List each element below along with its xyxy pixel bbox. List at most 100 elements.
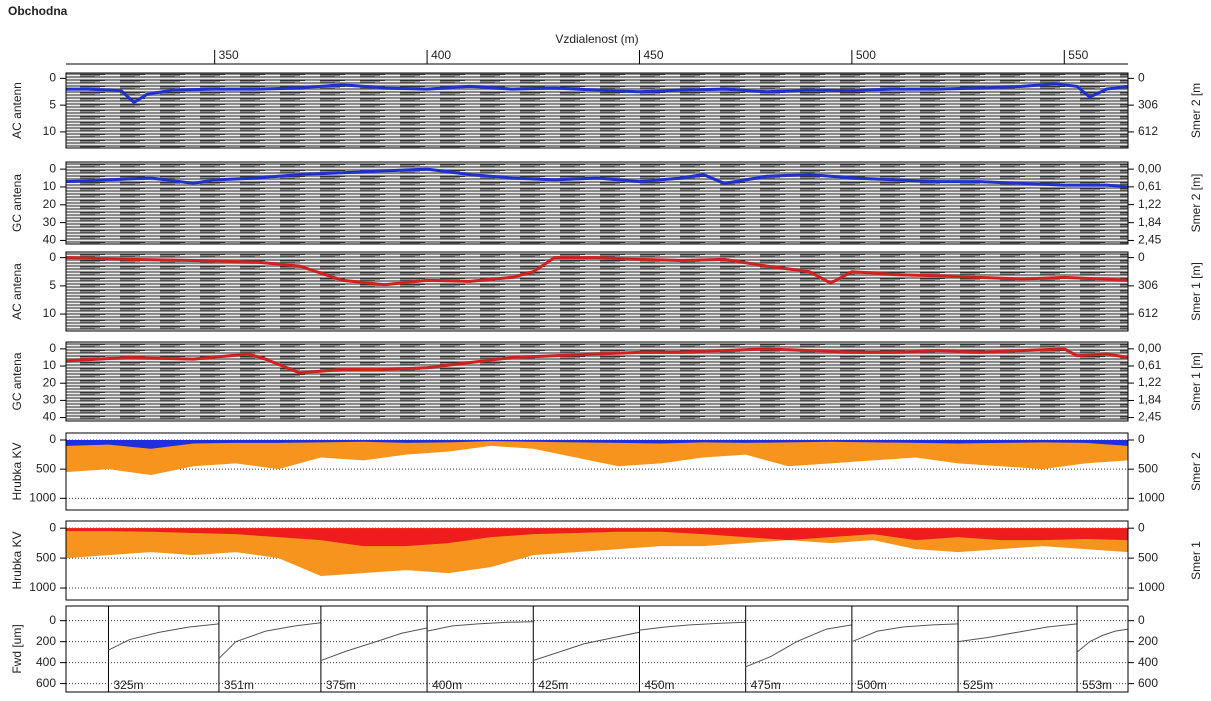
panel-frame xyxy=(65,72,1129,149)
segment-label: 525m xyxy=(963,678,993,692)
segment-label: 325m xyxy=(113,678,143,692)
y-tick-label: 40 xyxy=(43,410,57,424)
y-tick-label: 500 xyxy=(36,550,56,564)
y2-axis-label: Smer 2 xyxy=(1189,452,1203,491)
deflection-curve xyxy=(108,623,219,651)
y2-tick-label: 0 xyxy=(1138,250,1145,264)
y2-axis-label: Smer 2 [m] xyxy=(1189,174,1203,233)
y2-tick-label: 1,22 xyxy=(1138,197,1162,211)
y-tick-label: 10 xyxy=(43,179,57,193)
y2-tick-label: 306 xyxy=(1138,97,1158,111)
y2-tick-label: 200 xyxy=(1138,634,1158,648)
y2-tick-label: 612 xyxy=(1138,306,1158,320)
segment-label: 351m xyxy=(224,678,254,692)
y-tick-label: 0 xyxy=(49,341,56,355)
report-title: Obchodna xyxy=(8,4,68,18)
panel-frame xyxy=(65,161,1129,245)
y2-axis-label: Smer 1 [m] xyxy=(1189,262,1203,321)
deflection-curve xyxy=(426,621,534,632)
y-axis-label: AC antena xyxy=(10,263,24,320)
y2-tick-label: 0 xyxy=(1138,613,1145,627)
y-tick-label: 500 xyxy=(36,461,56,475)
radargram xyxy=(66,73,1128,148)
segment-label: 553m xyxy=(1082,678,1112,692)
segment-label: 475m xyxy=(751,678,781,692)
y2-tick-label: 1,84 xyxy=(1138,215,1162,229)
y-tick-label: 30 xyxy=(43,215,57,229)
y2-tick-label: 1,22 xyxy=(1138,375,1162,389)
deflection-curve xyxy=(218,622,321,659)
y2-tick-label: 500 xyxy=(1138,461,1158,475)
y-tick-label: 0 xyxy=(49,613,56,627)
y-tick-label: 10 xyxy=(43,358,57,372)
y-tick-label: 400 xyxy=(36,655,56,669)
segment-label: 450m xyxy=(644,678,674,692)
y-axis-label: AC antenn xyxy=(10,82,24,139)
deflection-curve xyxy=(320,627,428,662)
x-tick-label: 550 xyxy=(1068,48,1088,62)
y2-axis-label: Smer 2 [m xyxy=(1189,83,1203,138)
y-axis-label: Hrubka KV xyxy=(10,531,24,589)
y-tick-label: 10 xyxy=(43,124,57,138)
y2-tick-label: 0 xyxy=(1138,71,1145,85)
y-tick-label: 10 xyxy=(43,306,57,320)
y2-tick-label: 600 xyxy=(1138,676,1158,690)
y2-tick-label: 0,00 xyxy=(1138,341,1162,355)
y2-tick-label: 0 xyxy=(1138,432,1145,446)
y2-tick-label: 400 xyxy=(1138,655,1158,669)
panel-frame xyxy=(65,605,1129,693)
y2-tick-label: 1000 xyxy=(1138,580,1165,594)
y-tick-label: 200 xyxy=(36,634,56,648)
radargram xyxy=(66,162,1128,244)
x-tick-label: 500 xyxy=(856,48,876,62)
y-axis-label: GC antena xyxy=(10,174,24,232)
y2-tick-label: 0,61 xyxy=(1138,358,1162,372)
panel-frame xyxy=(65,432,1129,511)
y-tick-label: 20 xyxy=(43,197,57,211)
x-tick-label: 350 xyxy=(219,48,239,62)
thickness-area xyxy=(66,440,1128,475)
depth-line xyxy=(65,256,1129,287)
segment-label: 425m xyxy=(538,678,568,692)
segment-label: 400m xyxy=(432,678,462,692)
thickness-area xyxy=(66,440,1128,449)
panel-frame xyxy=(65,341,1129,422)
y-tick-label: 5 xyxy=(49,278,56,292)
y2-axis-label: Smer 1 xyxy=(1189,541,1203,580)
segment-label: 500m xyxy=(857,678,887,692)
y2-tick-label: 1,84 xyxy=(1138,393,1162,407)
y-tick-label: 30 xyxy=(43,393,57,407)
y-tick-label: 1000 xyxy=(29,580,56,594)
y-tick-label: 0 xyxy=(49,71,56,85)
deflection-curve xyxy=(1076,628,1129,653)
y2-tick-label: 612 xyxy=(1138,124,1158,138)
y-tick-label: 0 xyxy=(49,161,56,175)
y2-axis-label: Smer 1 [m] xyxy=(1189,352,1203,411)
x-tick-label: 450 xyxy=(643,48,663,62)
y-tick-label: 0 xyxy=(49,520,56,534)
y-tick-label: 1000 xyxy=(29,491,56,505)
y-axis-label: GC antena xyxy=(10,352,24,410)
y2-tick-label: 0,61 xyxy=(1138,179,1162,193)
y-tick-label: 600 xyxy=(36,676,56,690)
depth-line xyxy=(65,347,1129,375)
y-tick-label: 0 xyxy=(49,250,56,264)
radargram xyxy=(66,252,1128,331)
deflection-curve xyxy=(533,631,640,662)
deflection-curve xyxy=(958,623,1078,643)
deflection-curve xyxy=(745,624,852,668)
y2-tick-label: 306 xyxy=(1138,278,1158,292)
panel-frame xyxy=(65,251,1129,332)
segment-label: 375m xyxy=(326,678,356,692)
thickness-area xyxy=(66,528,1128,547)
y-axis-label: Hrubka KV xyxy=(10,442,24,500)
y-tick-label: 5 xyxy=(49,97,56,111)
x-axis-label: Vzdialenost (m) xyxy=(555,32,638,46)
y2-tick-label: 2,45 xyxy=(1138,233,1162,247)
depth-line xyxy=(66,82,1129,105)
deflection-curve xyxy=(639,621,746,631)
deflection-curve xyxy=(851,623,959,643)
y2-tick-label: 0 xyxy=(1138,520,1145,534)
y2-tick-label: 500 xyxy=(1138,550,1158,564)
